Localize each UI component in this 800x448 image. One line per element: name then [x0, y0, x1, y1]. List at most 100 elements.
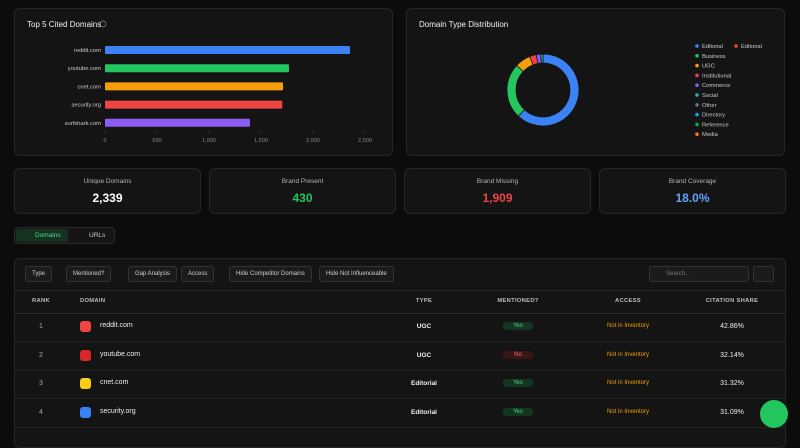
legend-swatch: [695, 83, 699, 87]
download-button[interactable]: [753, 266, 774, 282]
legend-label: Business: [702, 54, 726, 60]
citation-share: 32.14%: [720, 351, 744, 359]
legend-swatch: [734, 44, 738, 48]
info-icon: [99, 20, 107, 28]
access-status: Not in Inventory: [606, 323, 650, 329]
filter-button[interactable]: Mentioned?: [66, 266, 112, 282]
stat-label: Brand Present: [281, 178, 324, 185]
rank: 3: [39, 380, 43, 388]
stat-card: Unique Domains 2,339: [14, 168, 201, 214]
bar: [105, 46, 351, 54]
legend-swatch: [695, 73, 699, 78]
stat-card: Brand Coverage 18.0%: [599, 168, 786, 214]
bar: [105, 118, 250, 127]
domain: security.org: [100, 407, 136, 415]
donut-slice: [540, 53, 544, 64]
type: UGC: [416, 351, 432, 359]
legend-label: Commerce: [702, 83, 730, 89]
tab[interactable]: URLs: [89, 232, 106, 239]
row-divider: [15, 426, 785, 428]
chart-title: Domain Type Distribution: [419, 20, 509, 29]
access-status: Not in Inventory: [606, 351, 650, 358]
type: UGC: [416, 323, 432, 330]
domain: reddit.com: [100, 322, 133, 329]
mentioned-badge: Yes: [503, 379, 533, 388]
x-tick-label: 1,500: [254, 138, 268, 144]
bar: [105, 100, 283, 109]
tab[interactable]: Domains: [16, 229, 68, 242]
legend-swatch: [695, 93, 699, 97]
page: {"chart_data":[ {"type":"bar","orientati…: [14, 8, 788, 448]
stat-value: 1,909: [482, 191, 513, 205]
legend-label: Directory: [702, 113, 725, 119]
tab-group: Domains URLs: [14, 227, 115, 244]
legend-label: Institutional: [702, 73, 731, 79]
mentioned-badge: No: [503, 350, 533, 359]
legend-label: Editorial: [702, 44, 723, 50]
mentioned-badge: Yes: [503, 322, 533, 330]
favicon: [80, 378, 91, 390]
x-tick-label: 0: [103, 138, 106, 144]
y-tick-label: surfshark.com: [65, 121, 102, 127]
access-status: Not in Inventory: [606, 408, 650, 415]
legend-swatch: [695, 132, 699, 136]
filter-button[interactable]: Gap Analysis: [128, 266, 178, 282]
column-header: DOMAIN: [80, 298, 106, 304]
search-box[interactable]: Search...: [649, 266, 749, 282]
legend-label: Other: [702, 103, 717, 109]
filter-button[interactable]: Hide Not Influenceable: [319, 266, 394, 282]
access-status: Not in Inventory: [606, 380, 650, 387]
favicon: [80, 406, 91, 418]
filter-button[interactable]: Access: [181, 266, 215, 282]
chat-button[interactable]: [760, 400, 788, 428]
domain: youtube.com: [100, 350, 141, 358]
favicon: [80, 321, 91, 332]
column-header: CITATION SHARE: [705, 298, 759, 304]
legend-label: UGC: [702, 64, 715, 70]
type: Editorial: [410, 380, 437, 388]
rank: 1: [39, 323, 43, 330]
donut-slice: [506, 64, 526, 117]
y-tick-label: reddit.com: [74, 48, 101, 54]
filter-button[interactable]: Hide Competitor Domains: [229, 266, 312, 282]
y-tick-label: cnet.com: [77, 84, 101, 90]
citation-share: 31.09%: [720, 408, 744, 416]
rank: 4: [39, 408, 43, 416]
legend-swatch: [695, 44, 699, 48]
x-tick-label: 500: [152, 138, 161, 144]
column-header: MENTIONED?: [497, 298, 539, 304]
x-tick-label: 1,000: [202, 138, 216, 144]
citation-share: 31.32%: [720, 380, 744, 388]
legend-label: Editorial: [741, 44, 762, 50]
y-tick-label: security.org: [71, 103, 101, 109]
legend-swatch: [695, 63, 699, 68]
chart-title: Top 5 Cited Domains: [27, 20, 102, 29]
row-divider: [15, 341, 785, 342]
row-divider: [15, 369, 785, 371]
charts: 0 500 1,000 1,500 2,000 2,500 reddit.com youtub…: [65, 20, 762, 144]
stat-label: Brand Coverage: [668, 178, 717, 185]
bar-card: [14, 8, 393, 156]
legend-label: Media: [702, 132, 719, 138]
favicon: [80, 349, 91, 361]
stat-value: 18.0%: [675, 191, 710, 205]
legend-swatch: [695, 112, 699, 117]
filter-button[interactable]: Type: [25, 266, 53, 282]
mentioned-badge: Yes: [503, 407, 533, 416]
legend-swatch: [695, 103, 699, 107]
header-row: [15, 290, 785, 314]
column-header: RANK: [32, 298, 50, 304]
legend-swatch: [695, 54, 699, 58]
citation-share: 42.86%: [720, 323, 744, 330]
domain: cnet.com: [100, 379, 129, 387]
stat-value: 2,339: [92, 191, 123, 205]
x-tick-label: 2,500: [358, 138, 372, 144]
bar: [105, 82, 284, 91]
x-tick-label: 2,000: [306, 138, 320, 144]
stat-card: Brand Missing 1,909: [404, 168, 591, 214]
column-header: ACCESS: [615, 298, 641, 304]
y-tick-label: youtube.com: [68, 66, 101, 72]
row-divider: [15, 398, 785, 400]
stat-label: Unique Domains: [83, 178, 132, 185]
rank: 2: [39, 351, 43, 359]
